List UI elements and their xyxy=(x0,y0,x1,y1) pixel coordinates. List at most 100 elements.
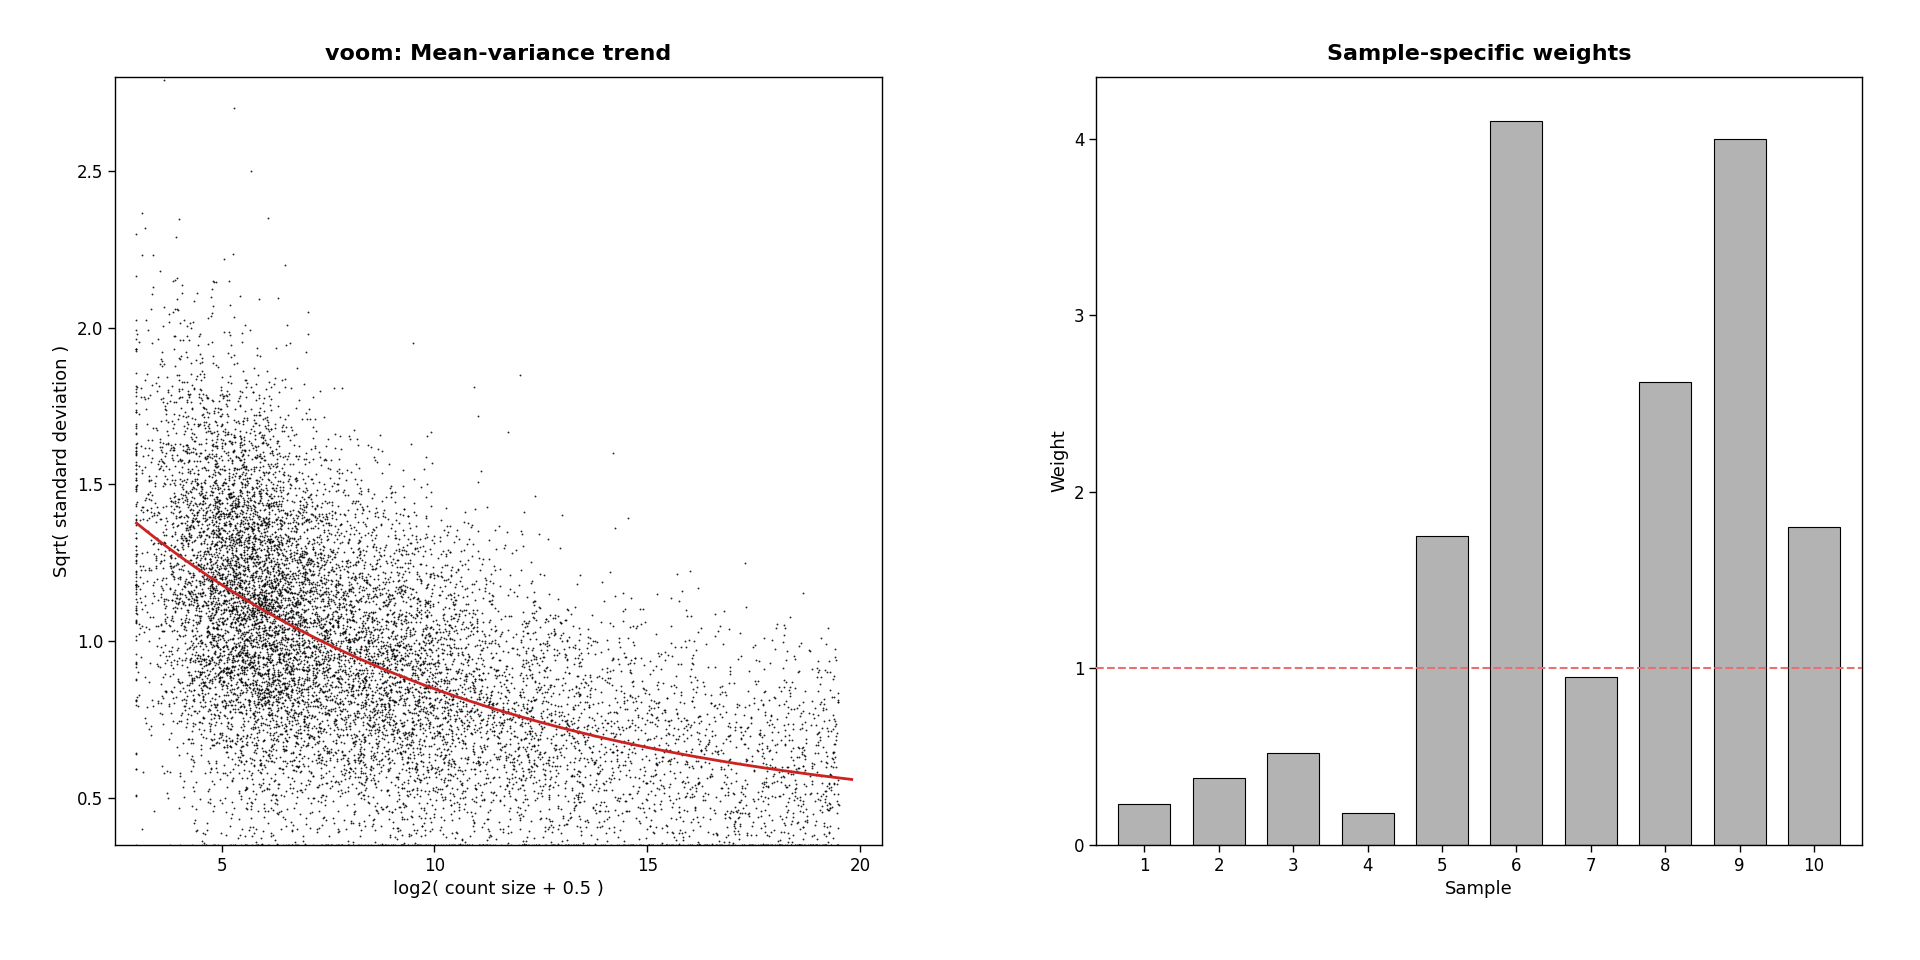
Point xyxy=(478,769,509,784)
Point xyxy=(401,763,432,779)
Point xyxy=(242,665,273,681)
Point xyxy=(309,540,340,555)
Point xyxy=(367,645,397,660)
Point xyxy=(346,736,376,752)
Point xyxy=(457,602,488,617)
Point xyxy=(532,810,563,826)
Point xyxy=(121,577,152,592)
Point xyxy=(323,837,353,852)
Point xyxy=(728,837,758,852)
Point xyxy=(401,654,432,669)
Point xyxy=(230,497,261,513)
Point xyxy=(323,670,353,685)
Point xyxy=(294,536,324,551)
Point xyxy=(388,650,419,665)
Point xyxy=(301,625,332,640)
Point xyxy=(538,624,568,639)
Point xyxy=(236,569,267,585)
Point xyxy=(526,724,557,739)
Point xyxy=(338,422,369,438)
Point xyxy=(230,781,261,797)
Point xyxy=(228,372,259,388)
Point xyxy=(261,693,292,708)
Point xyxy=(515,724,545,739)
Point xyxy=(269,556,300,571)
Point xyxy=(720,815,751,830)
Point xyxy=(165,547,196,563)
Point xyxy=(182,599,213,614)
Point xyxy=(586,575,616,590)
Point xyxy=(359,750,390,765)
Point xyxy=(142,656,173,671)
Point xyxy=(228,542,259,558)
Point xyxy=(332,837,363,852)
Point xyxy=(428,827,459,842)
Point xyxy=(252,689,282,705)
Point xyxy=(284,781,315,797)
Point xyxy=(776,702,806,717)
Point xyxy=(678,634,708,649)
Point xyxy=(353,586,384,601)
Point xyxy=(217,590,248,606)
Point xyxy=(603,757,634,773)
Point xyxy=(301,674,332,689)
Point xyxy=(543,778,574,793)
Point xyxy=(161,689,192,705)
Point xyxy=(148,456,179,471)
Point xyxy=(589,782,620,798)
Point xyxy=(311,571,342,587)
Point xyxy=(284,683,315,698)
Point xyxy=(334,559,365,574)
Point xyxy=(163,650,194,665)
Point xyxy=(315,591,346,607)
Point xyxy=(447,832,478,848)
Point xyxy=(275,531,305,546)
Point xyxy=(338,606,369,621)
Point xyxy=(367,696,397,711)
Point xyxy=(163,595,194,611)
Point xyxy=(735,837,766,852)
Point xyxy=(695,811,726,827)
Point xyxy=(420,780,451,795)
Point xyxy=(209,428,240,444)
Point xyxy=(334,619,365,635)
Point xyxy=(342,706,372,721)
Point xyxy=(376,752,407,767)
Point xyxy=(303,474,334,490)
Point xyxy=(355,709,386,725)
Point xyxy=(478,704,509,719)
Point xyxy=(230,608,261,623)
Point xyxy=(288,702,319,717)
Point xyxy=(215,426,246,442)
Point xyxy=(442,648,472,663)
Point xyxy=(303,509,334,524)
Point xyxy=(563,767,593,782)
Point xyxy=(194,680,225,695)
Point xyxy=(261,540,292,556)
Point xyxy=(184,638,215,654)
Point xyxy=(188,692,219,708)
Point xyxy=(434,691,465,707)
Point xyxy=(219,698,250,713)
Point xyxy=(275,586,305,601)
Point xyxy=(463,671,493,686)
Point xyxy=(215,556,246,571)
Point xyxy=(465,715,495,731)
Point xyxy=(250,477,280,492)
Point xyxy=(499,755,530,770)
Point xyxy=(246,668,276,684)
Point xyxy=(465,837,495,852)
Point xyxy=(259,594,290,610)
Point xyxy=(689,837,720,852)
Point xyxy=(509,787,540,803)
Point xyxy=(536,818,566,833)
Point xyxy=(685,743,716,758)
Point xyxy=(313,673,344,688)
Point xyxy=(280,515,311,530)
Point xyxy=(340,765,371,780)
Point xyxy=(261,719,292,734)
Point xyxy=(252,711,282,727)
Point xyxy=(361,527,392,542)
Point xyxy=(474,803,505,818)
Point xyxy=(311,625,342,640)
